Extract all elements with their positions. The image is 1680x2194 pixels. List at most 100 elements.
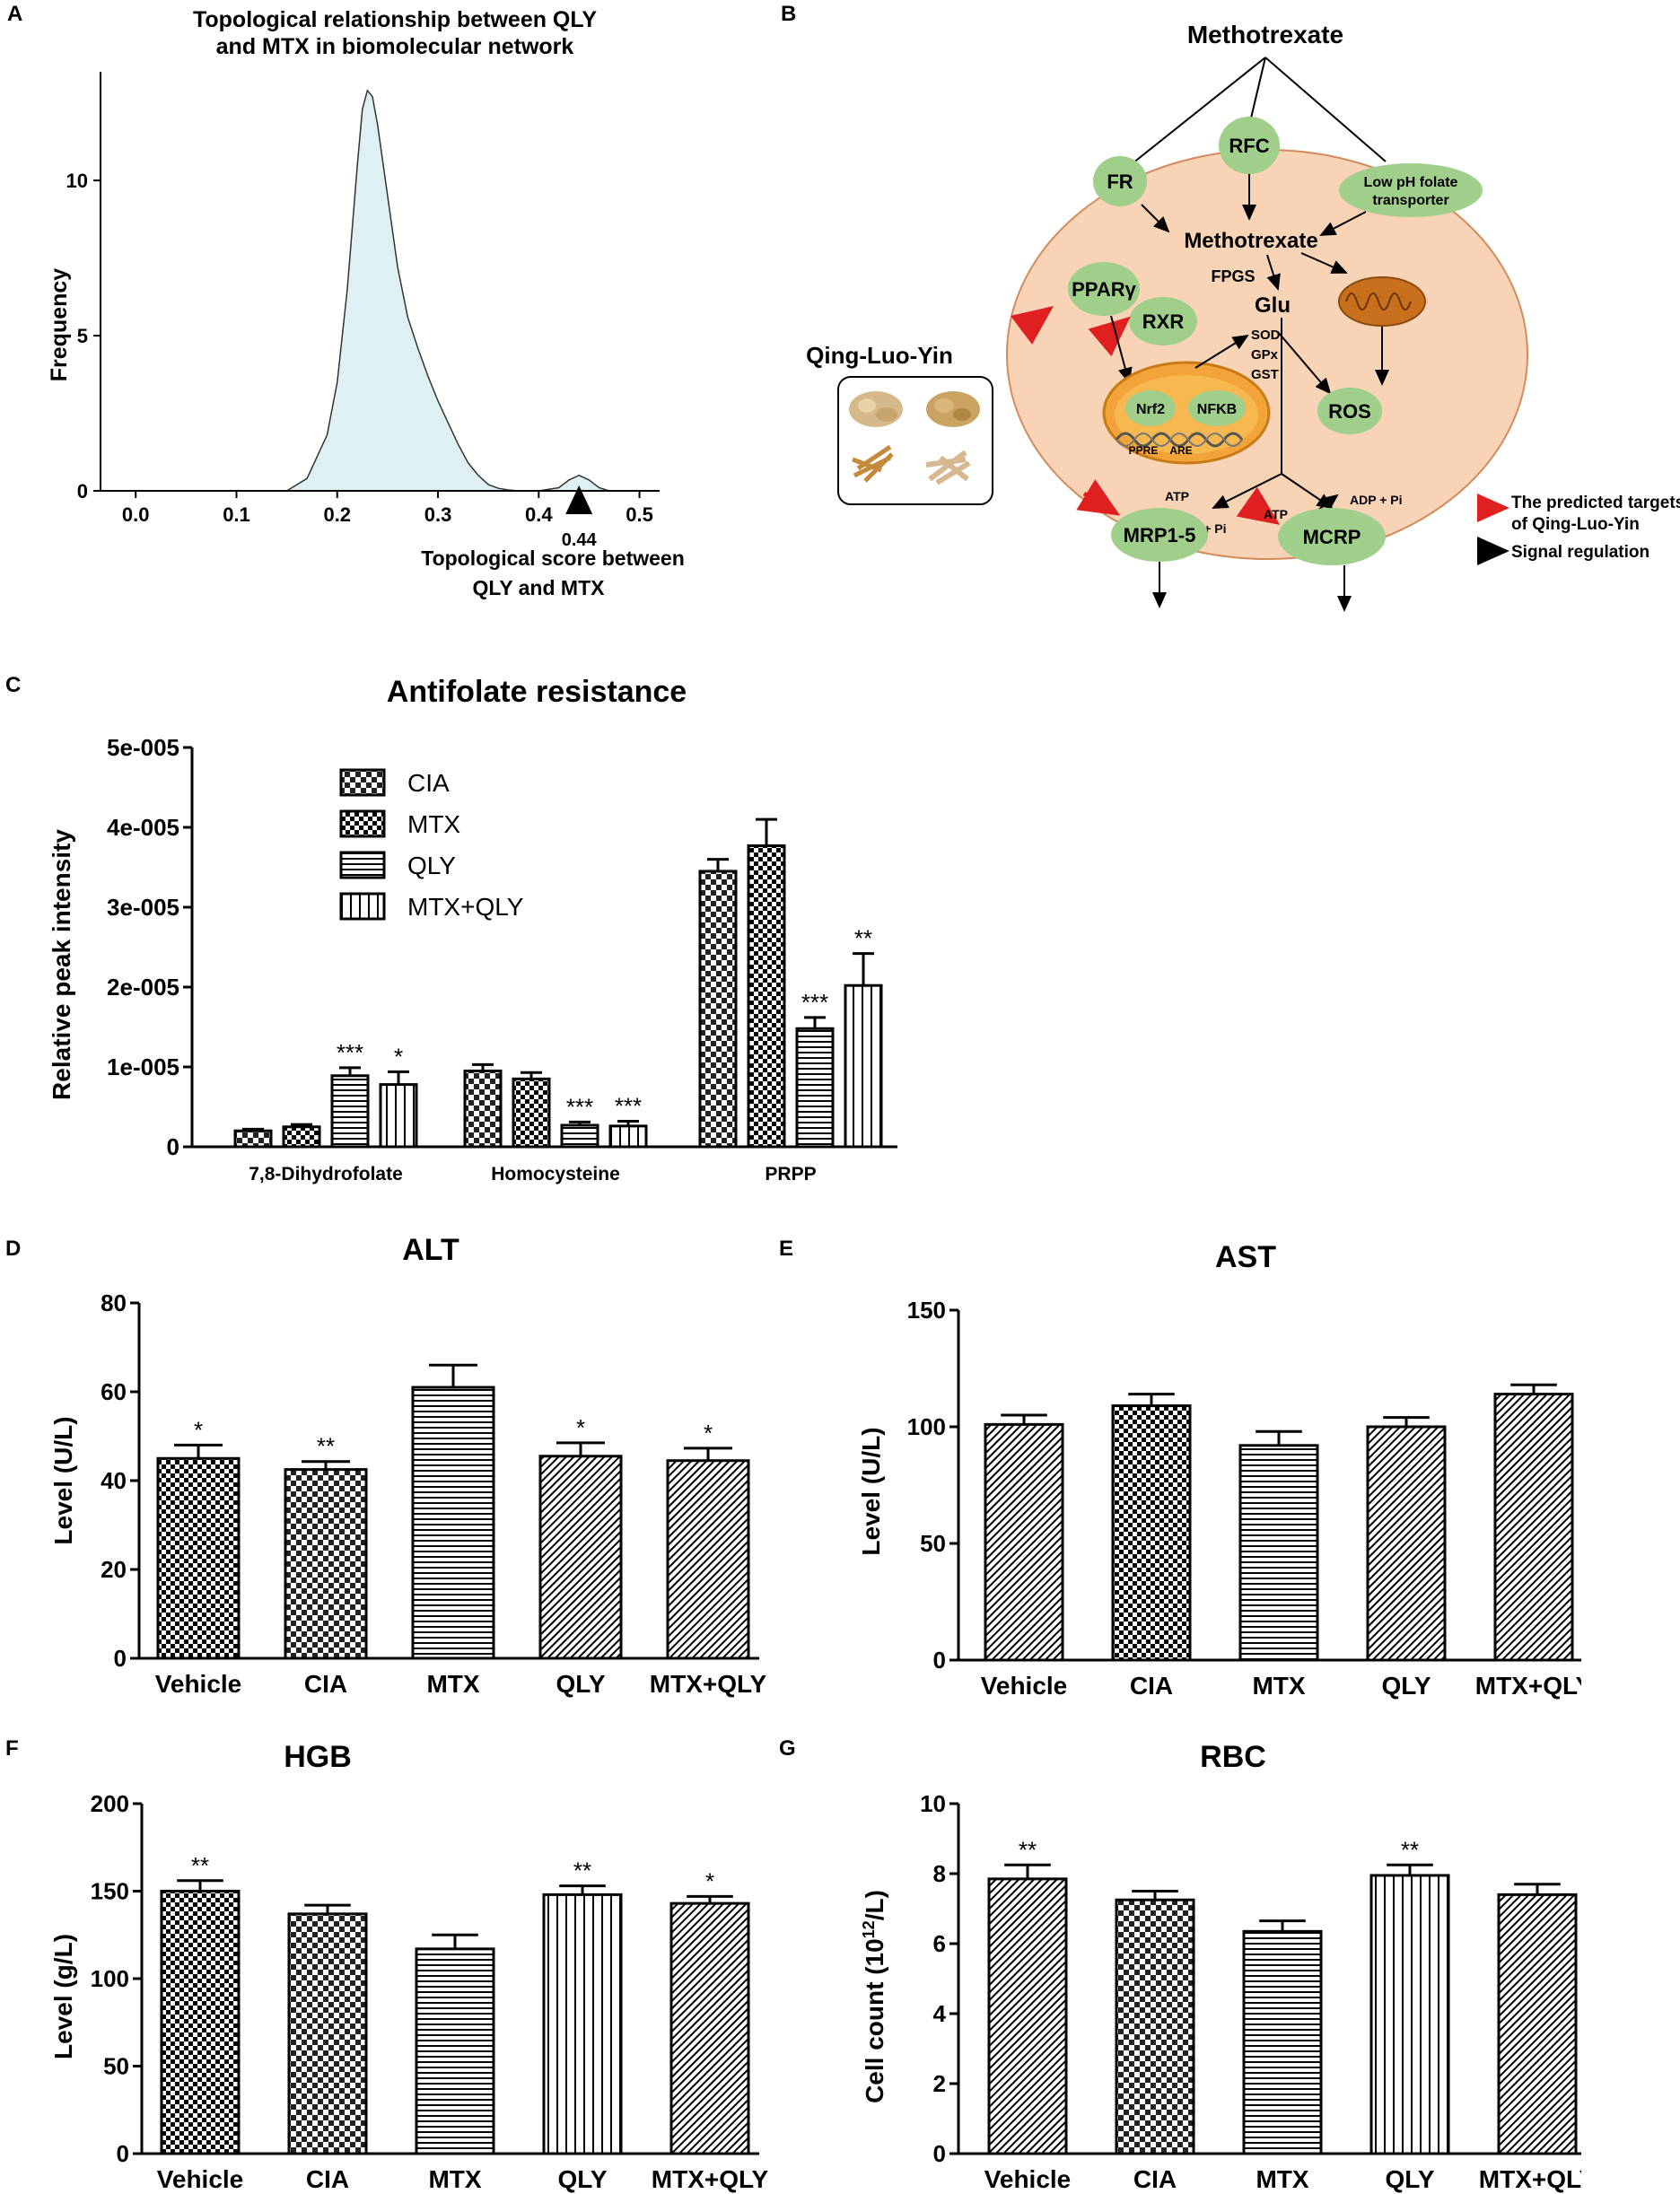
legend-label: CIA	[407, 769, 450, 797]
category-label: 7,8-Dihydrofolate	[249, 1164, 403, 1184]
panel-letter-g: G	[779, 1736, 796, 1761]
chart-a-title-line1: Topological relationship between QLY	[193, 7, 597, 32]
nfkb-node	[1188, 390, 1246, 426]
category-label: Vehicle	[981, 1672, 1068, 1700]
y-tick-label: 6	[933, 1930, 946, 1957]
category-label: CIA	[306, 2165, 349, 2193]
significance-label: **	[317, 1433, 335, 1460]
chart-a-ylabel: Frequency	[47, 268, 72, 382]
fr-node	[1093, 156, 1147, 206]
marker-triangle	[565, 485, 593, 514]
significance-label: *	[576, 1414, 585, 1441]
panel-letter-a: A	[7, 2, 23, 26]
y-tick-label: 0	[117, 2140, 129, 2167]
panel-e-ast-chart: AST Level (U/L) 0 50 100 150 Vehicle CIA MTX QL…	[857, 1240, 1581, 1700]
bar	[538, 1455, 623, 1660]
y-tick-label: 40	[101, 1467, 127, 1494]
legend-red-line1: The predicted targets	[1511, 494, 1680, 512]
significance-label: *	[394, 1043, 403, 1070]
chart-g-ylabel: Cell count (1012/L)	[860, 1890, 888, 2103]
glu-label: Glu	[1255, 293, 1291, 318]
significance-label: ***	[566, 1093, 593, 1120]
significance-label: **	[191, 1852, 209, 1879]
bar	[160, 1890, 241, 2155]
ppar-node	[1068, 262, 1140, 316]
legend-swatch	[339, 851, 386, 879]
mrp-node	[1111, 508, 1208, 562]
category-label: MTX	[428, 2165, 481, 2193]
y-tick-label: 0	[933, 2140, 946, 2167]
panel-letter-f: F	[5, 1736, 19, 1761]
mcrp-node	[1278, 508, 1386, 565]
bar	[560, 1123, 599, 1149]
bar	[415, 1947, 495, 2155]
bar	[1497, 1892, 1578, 2155]
bar	[795, 1027, 835, 1149]
atp-left-label: ATP	[1165, 489, 1189, 503]
atp-right-label: ATP	[1264, 507, 1288, 521]
category-label: MTX+QLY	[652, 2165, 769, 2193]
herb-images-graphic	[849, 391, 980, 485]
legend-swatch	[339, 809, 386, 838]
category-label: Vehicle	[157, 2165, 244, 2193]
significance-label: ***	[615, 1093, 642, 1120]
category-label: CIA	[304, 1670, 347, 1698]
category-label: MTX+QLY	[1479, 2165, 1581, 2193]
category-label: PRPP	[765, 1164, 816, 1184]
legend-red-line2: of Qing-Luo-Yin	[1511, 515, 1640, 534]
panel-b-pathway-diagram: Methotrexate FR RFC Low pH folate transp…	[806, 21, 1680, 612]
mcrp-label: MCRP	[1303, 526, 1361, 548]
mitochondrion-graphic	[1338, 276, 1426, 327]
chart-e-ylabel: Level (U/L)	[857, 1427, 885, 1555]
bar	[512, 1077, 551, 1149]
bar	[284, 1468, 368, 1660]
chart-g-ylabel-tail: /L)	[861, 1890, 888, 1920]
bar	[330, 1074, 370, 1149]
gst-label: GST	[1251, 367, 1279, 382]
y-tick-label: 150	[91, 1878, 129, 1905]
gpx-label: GPx	[1251, 347, 1279, 363]
bar	[411, 1385, 495, 1660]
legend-swatch	[339, 892, 386, 921]
y-tick-label: 4e-005	[107, 814, 179, 841]
panel-letter-e: E	[779, 1237, 794, 1261]
low-ph-transporter-node	[1339, 163, 1483, 217]
category-label: QLY	[1386, 2165, 1435, 2193]
significance-label: **	[854, 925, 872, 952]
bar	[1369, 1874, 1450, 2155]
y-tick-label: 1e-005	[107, 1053, 179, 1080]
y-tick-label: 50	[920, 1530, 946, 1557]
bar	[1366, 1425, 1447, 1662]
rfc-label: RFC	[1229, 135, 1269, 157]
category-label: QLY	[558, 2165, 608, 2193]
legend-label: MTX	[407, 810, 460, 838]
bar	[1115, 1898, 1195, 2155]
bar	[1242, 1929, 1323, 2155]
y-tick-label: 0	[933, 1647, 946, 1674]
category-label: MTX	[1252, 1672, 1305, 1700]
density-curve	[284, 89, 610, 492]
category-label: MTX+QLY	[650, 1670, 767, 1698]
panel-letter-b: B	[781, 2, 797, 26]
legend-label: MTX+QLY	[407, 893, 524, 921]
bar	[1238, 1444, 1319, 1662]
category-label: MTX	[426, 1670, 479, 1698]
nfkb-label: NFKB	[1197, 402, 1237, 417]
inner-methotrexate: Methotrexate	[1184, 229, 1317, 253]
chart-a-title-line2: and MTX in biomolecular network	[216, 34, 574, 59]
chart-a-marker-label: 0.44	[562, 530, 598, 550]
chart-g-title: RBC	[1200, 1740, 1266, 1774]
low-ph-label-1: Low pH folate	[1364, 175, 1458, 190]
category-label: Vehicle	[984, 2165, 1072, 2193]
significance-label: *	[704, 1420, 713, 1447]
bar	[844, 983, 883, 1149]
y-tick-label: 20	[101, 1556, 127, 1583]
significance-label: **	[1019, 1836, 1037, 1863]
fr-label: FR	[1107, 170, 1133, 193]
y-tick-label: 100	[907, 1413, 946, 1440]
bar	[379, 1083, 418, 1149]
y-tick-label: 8	[933, 1860, 946, 1887]
bar	[669, 1901, 750, 2155]
chart-c-title: Antifolate resistance	[387, 675, 687, 709]
